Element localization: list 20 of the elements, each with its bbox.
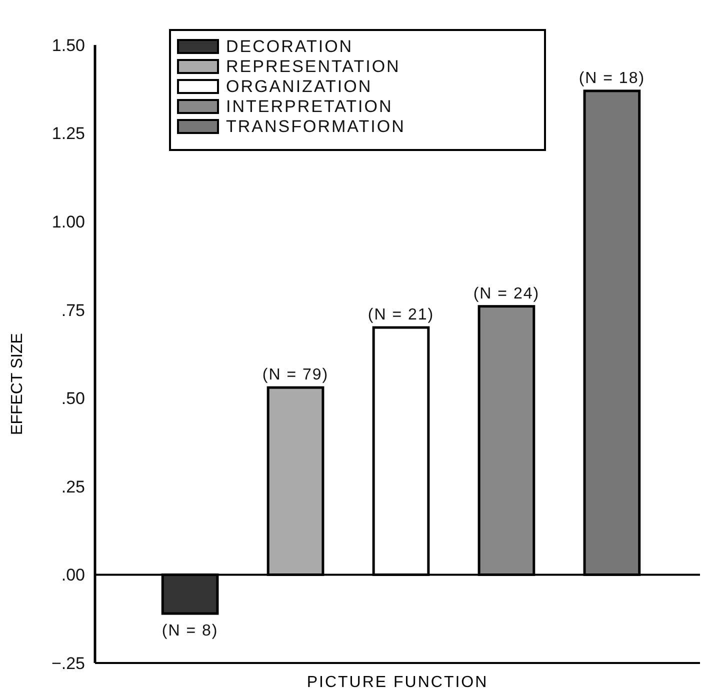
annotation: (N = 24) bbox=[473, 285, 540, 302]
legend-label: TRANSFORMATION bbox=[226, 117, 406, 136]
annotation: (N = 79) bbox=[262, 366, 329, 384]
y-tick-label: 1.25 bbox=[52, 124, 85, 144]
y-tick-label: .75 bbox=[61, 300, 85, 320]
y-tick-label: 1.00 bbox=[52, 212, 85, 232]
legend-label: INTERPRETATION bbox=[226, 97, 393, 116]
x-axis-title: PICTURE FUNCTION bbox=[306, 674, 488, 691]
annotation: (N = 21) bbox=[368, 306, 434, 324]
y-tick-label: .50 bbox=[61, 389, 85, 408]
y-axis-title: EFFECT SIZE bbox=[9, 333, 26, 435]
annotation: (N = 8) bbox=[162, 622, 218, 640]
y-tick-label: 1.50 bbox=[52, 36, 85, 55]
legend-label: ORGANIZATION bbox=[226, 77, 372, 96]
legend-label: DECORATION bbox=[226, 37, 354, 56]
annotation: (N = 18) bbox=[578, 70, 646, 87]
y-tick-label: .25 bbox=[61, 477, 85, 496]
y-tick-label: −.25 bbox=[51, 654, 85, 673]
legend-label: REPRESENTATION bbox=[226, 57, 400, 76]
y-tick-label: .00 bbox=[61, 566, 85, 585]
